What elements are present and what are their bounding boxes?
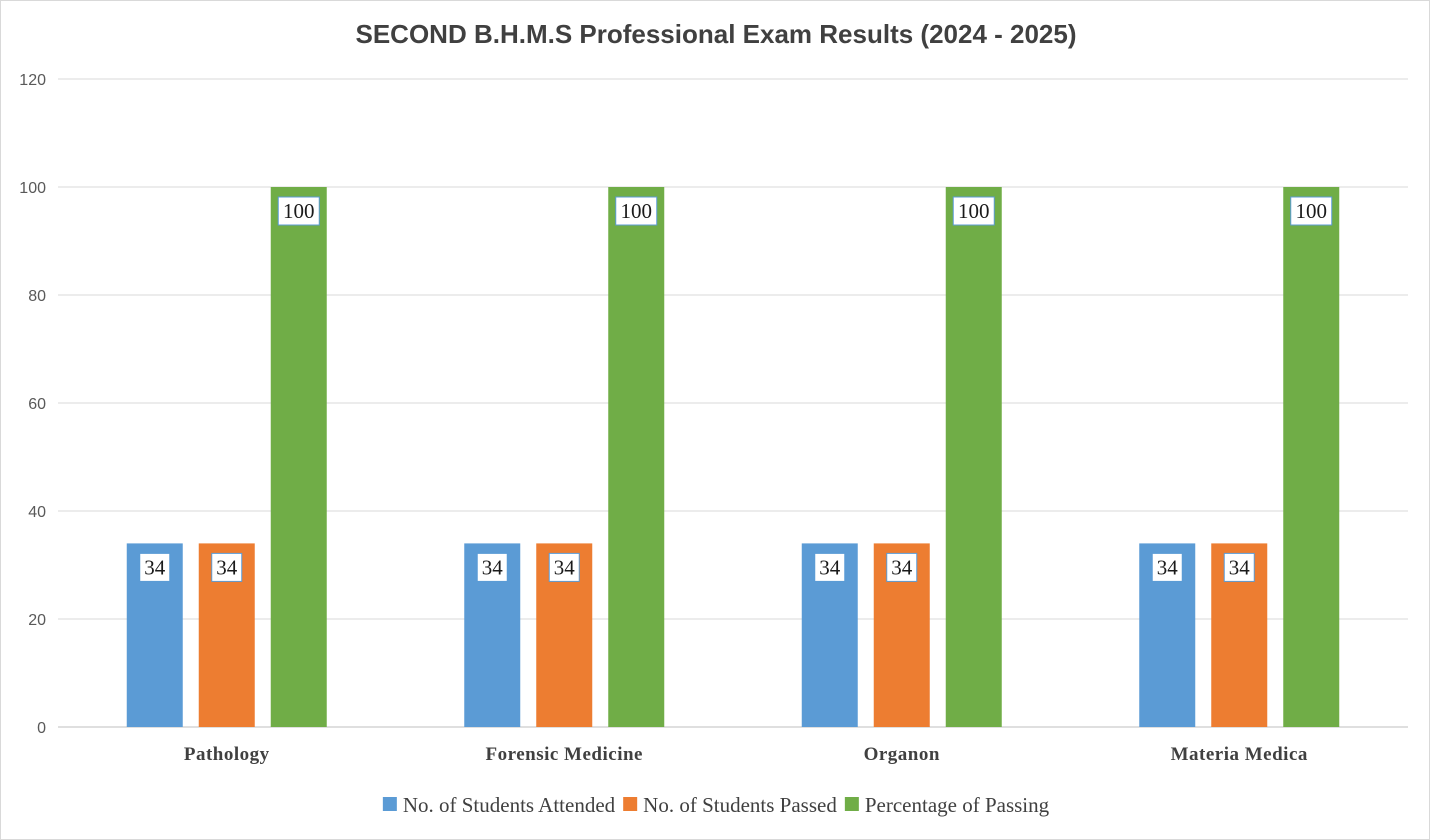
data-label: 34 — [1157, 555, 1179, 579]
legend-swatch — [844, 797, 859, 811]
data-label-box — [476, 552, 508, 582]
legend-label: No. of Students Passed — [643, 793, 837, 817]
data-label-box — [952, 196, 995, 226]
data-label-box — [615, 196, 658, 226]
data-label-box — [1223, 552, 1255, 582]
data-label: 34 — [144, 555, 166, 579]
data-label: 100 — [283, 199, 315, 223]
y-axis-ticks: 0 20 40 60 80 100 120 — [19, 72, 46, 737]
data-label: 34 — [891, 555, 913, 579]
y-tick-label: 80 — [28, 288, 46, 305]
data-label: 100 — [621, 199, 653, 223]
gridlines — [58, 78, 1408, 728]
data-label-box — [1151, 552, 1183, 582]
data-label-box — [139, 552, 171, 582]
chart-title: SECOND B.H.M.S Professional Exam Results… — [355, 19, 1076, 49]
data-label-box — [211, 552, 243, 582]
data-label: 100 — [958, 199, 990, 223]
legend-swatch — [382, 797, 397, 811]
data-label: 34 — [819, 555, 841, 579]
bars: 34 34 100 34 34 100 34 34 100 34 34 100 — [126, 187, 1340, 727]
data-label: 34 — [216, 555, 238, 579]
y-tick-label: 0 — [37, 720, 46, 737]
bar — [270, 187, 327, 727]
x-tick-label: Organon — [864, 744, 940, 765]
y-tick-label: 60 — [28, 396, 46, 413]
bar — [1283, 187, 1340, 727]
legend: No. of Students Attended No. of Students … — [382, 793, 1050, 817]
bar — [608, 187, 665, 727]
y-tick-label: 20 — [28, 612, 46, 629]
data-label-box — [548, 552, 580, 582]
data-label: 34 — [482, 555, 504, 579]
x-axis-ticks: Pathology Forensic Medicine Organon Materia… — [184, 744, 1308, 765]
x-tick-label: Materia Medica — [1171, 744, 1308, 765]
legend-label: Percentage of Passing — [865, 793, 1050, 817]
data-label: 100 — [1296, 199, 1328, 223]
data-label: 34 — [554, 555, 576, 579]
bar — [945, 187, 1002, 727]
y-tick-label: 100 — [19, 180, 46, 197]
x-tick-label: Pathology — [184, 744, 270, 765]
y-tick-label: 120 — [19, 72, 46, 89]
data-label: 34 — [1229, 555, 1251, 579]
y-tick-label: 40 — [28, 504, 46, 521]
legend-label: No. of Students Attended — [403, 793, 616, 817]
data-label-box — [814, 552, 846, 582]
x-tick-label: Forensic Medicine — [486, 744, 643, 765]
data-label-box — [886, 552, 918, 582]
data-label-box — [1290, 196, 1333, 226]
data-label-box — [277, 196, 320, 226]
legend-swatch — [623, 797, 638, 811]
